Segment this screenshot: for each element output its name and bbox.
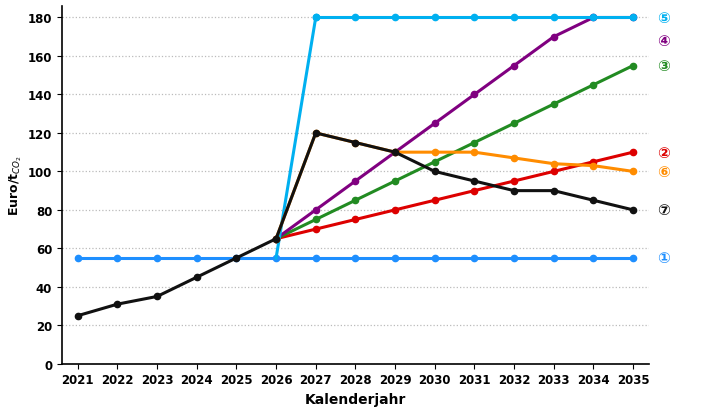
- Text: ②: ②: [657, 145, 670, 160]
- Text: ③: ③: [657, 59, 670, 74]
- Text: ⑥: ⑥: [657, 164, 670, 180]
- Text: ⑤: ⑤: [657, 11, 670, 26]
- Y-axis label: Euro/t$_{CO_2}$: Euro/t$_{CO_2}$: [7, 155, 23, 216]
- X-axis label: Kalenderjahr: Kalenderjahr: [305, 392, 406, 406]
- Text: ①: ①: [657, 251, 670, 266]
- Text: ⑦: ⑦: [657, 203, 670, 218]
- Text: ④: ④: [657, 34, 670, 49]
